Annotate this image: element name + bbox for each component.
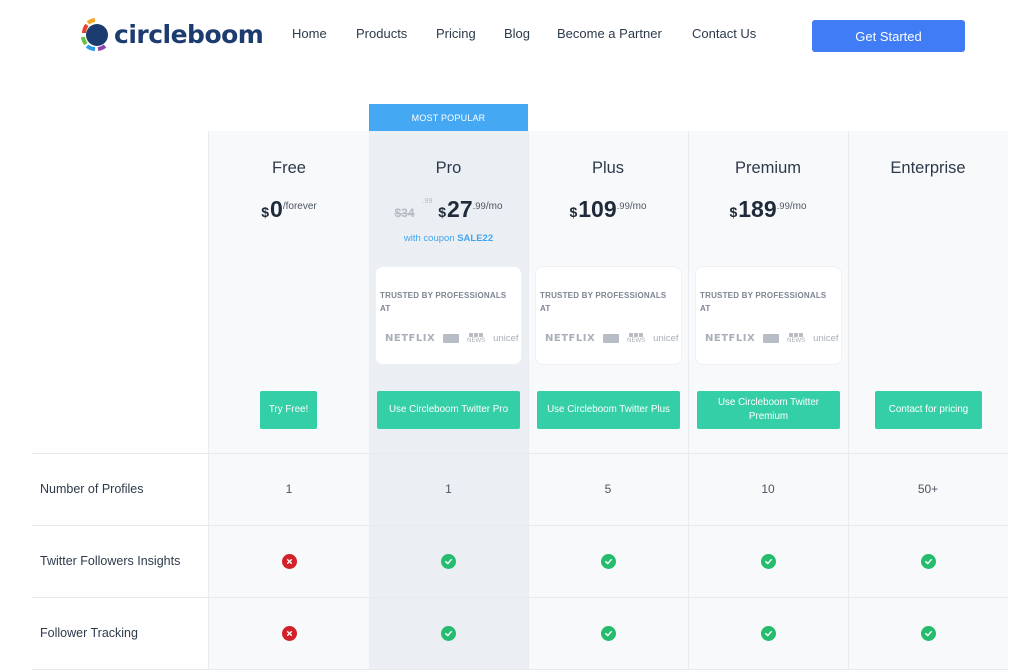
unicef-logo: unicef [653,333,679,344]
row-divider [32,525,1008,526]
bbc-news-logo: NEWS [467,333,485,344]
price-currency: $ [438,204,447,220]
feature-label-follower-tracking: Follower Tracking [40,626,138,640]
price-cents: .99 [616,201,630,212]
price-currency: $ [261,204,270,220]
use-pro-button[interactable]: Use Circleboom Twitter Pro [377,391,520,429]
old-price: $34 [394,206,415,220]
bbc-news-logo: NEWS [787,333,805,344]
trusted-by-title: TRUSTED BY PROFESSIONALS AT [380,291,507,313]
feature-label-number-of-profiles: Number of Profiles [40,482,144,496]
most-popular-badge: MOST POPULAR [369,104,528,131]
bbc-news-logo: NEWS [627,333,645,344]
get-started-button[interactable]: Get Started [812,20,965,52]
check-circle-icon [920,625,936,641]
profiles-enterprise: 50+ [917,482,939,496]
cross-circle-icon [281,625,297,641]
price-period: /mo [789,201,807,212]
price-free: $0/forever [209,196,369,223]
price-amount: 27 [447,196,473,222]
netflix-logo: NETFLIX [385,333,436,344]
netflix-logo: NETFLIX [545,333,596,344]
cross-circle-icon [281,553,297,569]
profiles-premium: 10 [761,482,775,496]
check-circle-icon [760,553,776,569]
nav-products[interactable]: Products [356,26,408,41]
profiles-free: 1 [285,482,293,496]
plan-name-premium: Premium [734,159,801,177]
price-pro: $34.99 $27.99/mo [369,196,528,223]
amex-logo-icon [603,334,620,343]
amex-logo-icon [763,334,780,343]
price-period: /mo [629,201,647,212]
row-divider [32,453,1008,454]
column-divider [528,131,529,670]
price-amount: 189 [738,196,777,222]
price-premium: $189.99/mo [688,196,848,223]
nav-pricing[interactable]: Pricing [436,26,476,41]
trusted-by-title: TRUSTED BY PROFESSIONALS AT [540,291,667,313]
site-header: circleboom Home Products Pricing Blog Be… [0,0,1024,72]
coupon-prefix: with coupon [403,233,455,244]
column-divider [208,131,209,670]
contact-for-pricing-button[interactable]: Contact for pricing [875,391,982,429]
check-circle-icon [920,553,936,569]
profiles-plus: 5 [604,482,612,496]
nav-blog[interactable]: Blog [504,26,531,41]
check-circle-icon [760,625,776,641]
nav-contact-us[interactable]: Contact Us [692,26,757,41]
netflix-logo: NETFLIX [705,333,756,344]
price-amount: 109 [578,196,617,222]
circleboom-logo-icon [81,18,108,51]
coupon-text: with coupon SALE22 [369,233,528,244]
price-currency: $ [729,204,738,220]
column-divider [688,131,689,670]
check-circle-icon [600,625,616,641]
unicef-logo: unicef [813,333,839,344]
trusted-by-title: TRUSTED BY PROFESSIONALS AT [700,291,827,313]
check-circle-icon [600,553,616,569]
try-free-button[interactable]: Try Free! [260,391,317,429]
price-cents: .99 [776,201,790,212]
trusted-by-box: TRUSTED BY PROFESSIONALS AT NETFLIX NEWS… [375,266,522,365]
trusted-logos: NETFLIX NEWS unicef [705,333,839,344]
plan-name-pro: Pro [435,159,462,177]
price-amount: 0 [270,196,283,222]
price-period: /mo [485,201,503,212]
price-plus: $109.99/mo [528,196,688,223]
price-period: /forever [282,201,317,212]
trusted-by-box: TRUSTED BY PROFESSIONALS AT NETFLIX NEWS… [535,266,682,365]
column-divider [848,131,849,670]
coupon-code: SALE22 [457,233,494,244]
circleboom-logo[interactable]: circleboom [74,12,264,56]
logo-wordmark: circleboom [114,19,264,49]
nav-home[interactable]: Home [292,26,327,41]
trusted-logos: NETFLIX NEWS unicef [385,333,519,344]
check-circle-icon [441,553,456,569]
old-price-cents: .99 [422,198,433,205]
price-currency: $ [569,204,578,220]
use-premium-button[interactable]: Use Circleboom Twitter Premium [697,391,840,429]
unicef-logo: unicef [493,333,519,344]
check-circle-icon [441,625,456,641]
amex-logo-icon [443,334,460,343]
use-plus-button[interactable]: Use Circleboom Twitter Plus [537,391,680,429]
row-divider [32,597,1008,598]
nav-become-partner[interactable]: Become a Partner [557,26,662,41]
plan-name-enterprise: Enterprise [890,159,966,177]
trusted-by-box: TRUSTED BY PROFESSIONALS AT NETFLIX NEWS… [695,266,842,365]
trusted-logos: NETFLIX NEWS unicef [545,333,679,344]
plan-name-free: Free [272,159,306,177]
profiles-pro: 1 [445,482,452,496]
feature-label-followers-insights: Twitter Followers Insights [40,554,181,568]
plan-name-plus: Plus [591,159,625,177]
price-cents: .99 [472,201,486,212]
